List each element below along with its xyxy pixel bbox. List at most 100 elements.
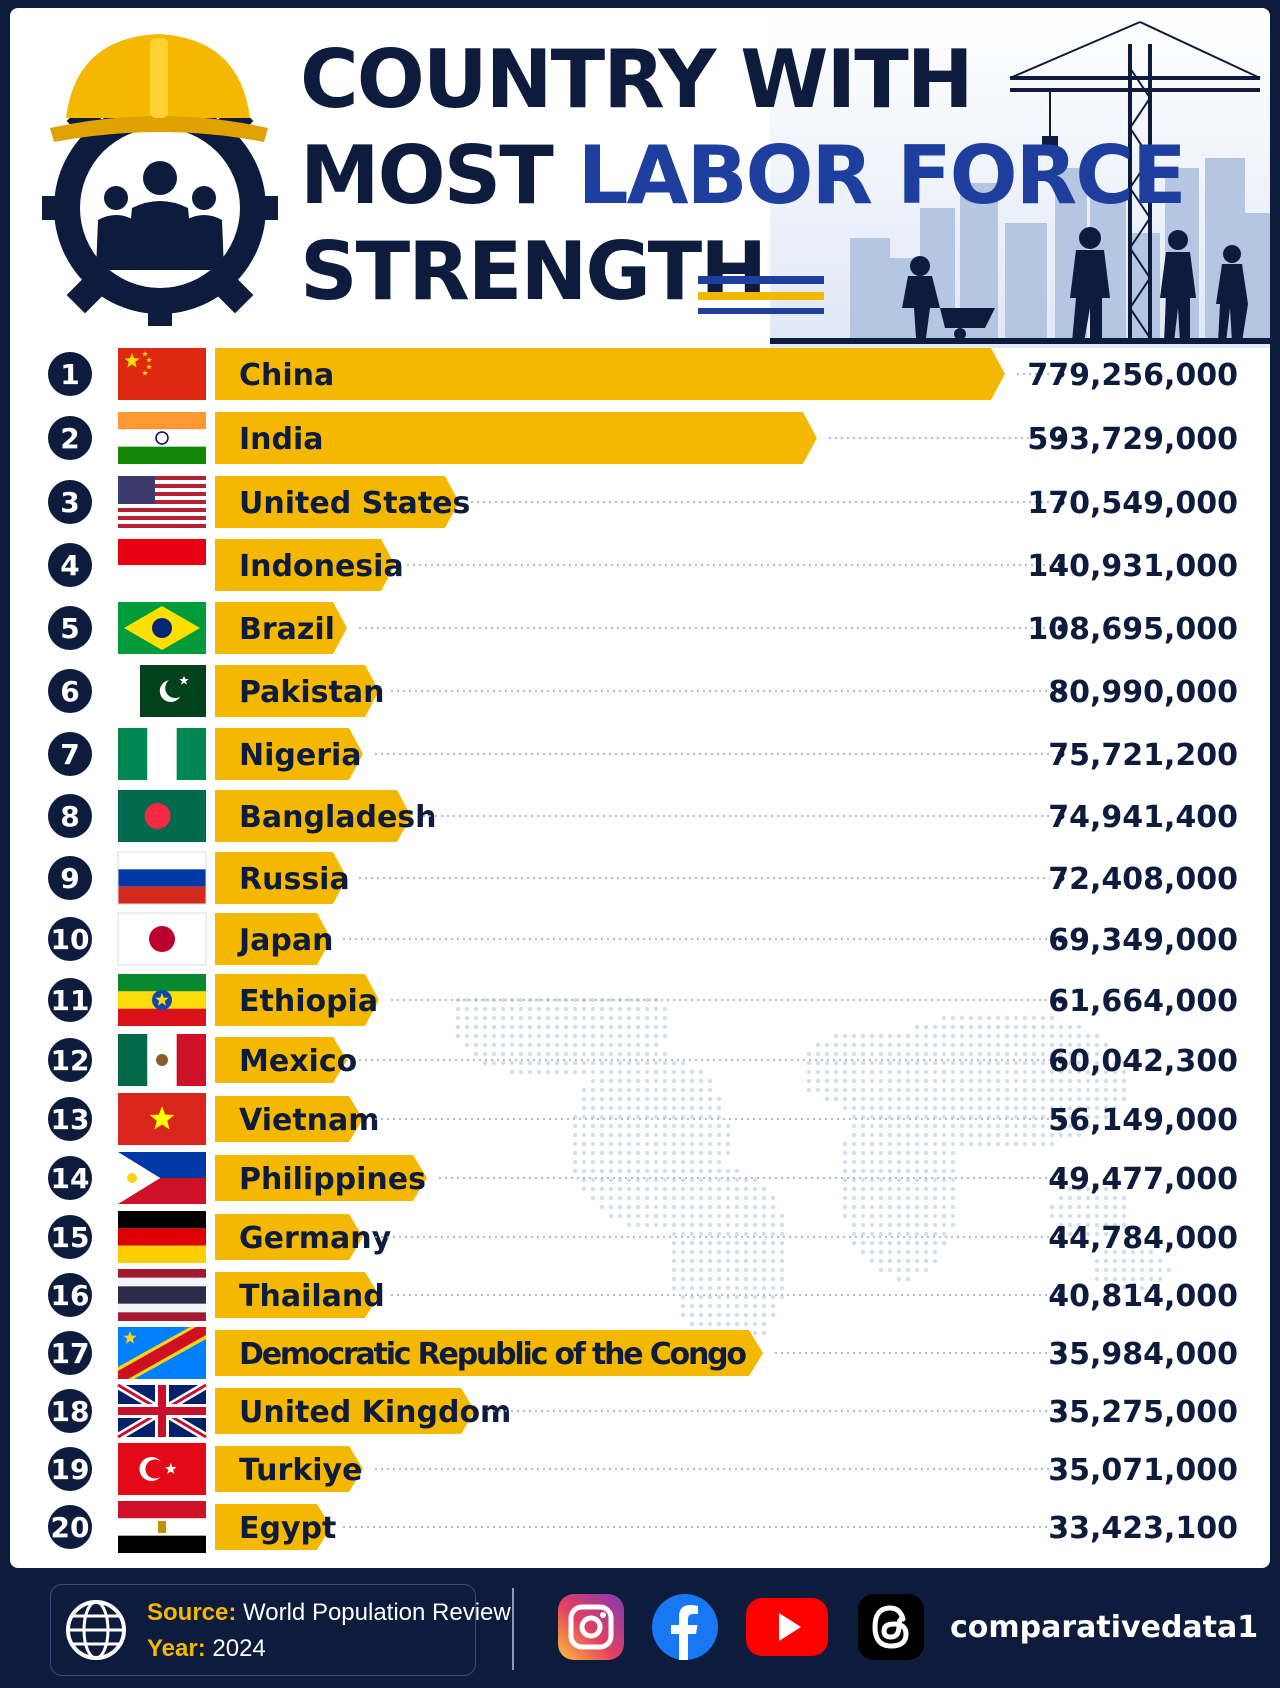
map-dot	[950, 1132, 956, 1138]
map-dot	[1049, 1051, 1055, 1057]
map-dot	[851, 1213, 857, 1219]
value-label: 35,071,000	[1048, 1453, 1238, 1488]
map-dot	[986, 1123, 992, 1129]
map-dot	[950, 1060, 956, 1066]
map-dot	[770, 1249, 776, 1255]
map-dot	[977, 1024, 983, 1030]
chart-row: 11 Ethiopia 61,664,000	[48, 974, 1238, 1026]
map-dot	[563, 1006, 569, 1012]
map-dot	[824, 1096, 830, 1102]
map-dot	[896, 1195, 902, 1201]
map-dot	[932, 1087, 938, 1093]
map-dot	[725, 1123, 731, 1129]
map-dot	[626, 1204, 632, 1210]
map-dot	[1103, 1204, 1109, 1210]
map-dot	[878, 1114, 884, 1120]
map-dot	[707, 1087, 713, 1093]
map-dot	[842, 1204, 848, 1210]
social-handle[interactable]: comparativedata1	[950, 1610, 1259, 1645]
map-dot	[698, 1285, 704, 1291]
map-dot	[1130, 1276, 1136, 1282]
map-dot	[707, 1114, 713, 1120]
map-dot	[896, 1141, 902, 1147]
map-dot	[626, 1078, 632, 1084]
flag-icon	[118, 1152, 206, 1204]
map-dot	[1031, 1024, 1037, 1030]
map-dot	[1166, 1267, 1172, 1273]
map-dot	[608, 1168, 614, 1174]
map-dot	[752, 1285, 758, 1291]
facebook-icon[interactable]	[650, 1592, 720, 1662]
map-dot	[581, 1096, 587, 1102]
youtube-icon[interactable]	[744, 1592, 830, 1662]
title-line-2: MOST LABOR FORCE	[300, 130, 1187, 222]
map-dot	[923, 1024, 929, 1030]
map-dot	[473, 1015, 479, 1021]
map-dot	[608, 997, 614, 1003]
map-dot	[941, 1105, 947, 1111]
map-dot	[914, 1159, 920, 1165]
map-dot	[599, 1060, 605, 1066]
map-dot	[1013, 1105, 1019, 1111]
rank-label: 6	[60, 675, 79, 708]
map-dot	[1004, 1087, 1010, 1093]
map-dot	[653, 1087, 659, 1093]
map-dot	[1004, 1114, 1010, 1120]
map-dot	[1004, 1024, 1010, 1030]
instagram-icon[interactable]	[556, 1592, 626, 1662]
map-dot	[455, 1033, 461, 1039]
map-dot	[500, 1033, 506, 1039]
map-dot	[968, 1105, 974, 1111]
map-dot	[599, 1078, 605, 1084]
map-dot	[860, 1096, 866, 1102]
map-dot	[581, 1177, 587, 1183]
map-dot	[1022, 1078, 1028, 1084]
map-dot	[1004, 1123, 1010, 1129]
map-dot	[581, 1015, 587, 1021]
map-dot	[1049, 1069, 1055, 1075]
map-dot	[1040, 1042, 1046, 1048]
map-dot	[500, 1060, 506, 1066]
threads-icon[interactable]	[856, 1592, 926, 1662]
map-dot	[950, 1015, 956, 1021]
map-dot	[959, 1105, 965, 1111]
map-dot	[590, 1141, 596, 1147]
map-dot	[689, 1294, 695, 1300]
map-dot	[1067, 1186, 1073, 1192]
map-dot	[986, 1105, 992, 1111]
map-dot	[689, 1267, 695, 1273]
map-dot	[680, 1087, 686, 1093]
chart-row: 5 Brazil 108,695,000	[48, 602, 1238, 654]
map-dot	[662, 1006, 668, 1012]
map-dot	[1004, 1042, 1010, 1048]
map-dot	[626, 1150, 632, 1156]
map-dot	[905, 1222, 911, 1228]
bar	[215, 1388, 475, 1434]
map-dot	[770, 1312, 776, 1318]
map-dot	[671, 1060, 677, 1066]
map-dot	[986, 1087, 992, 1093]
map-dot	[671, 1186, 677, 1192]
map-dot	[950, 1042, 956, 1048]
map-dot	[716, 1213, 722, 1219]
map-dot	[1076, 1078, 1082, 1084]
map-dot	[698, 1258, 704, 1264]
map-dot	[1112, 1069, 1118, 1075]
map-dot	[626, 1123, 632, 1129]
map-dot	[986, 1132, 992, 1138]
map-dot	[491, 1015, 497, 1021]
map-dot	[707, 1240, 713, 1246]
map-dot	[1121, 1267, 1127, 1273]
map-dot	[536, 1042, 542, 1048]
map-dot	[995, 1087, 1001, 1093]
map-dot	[734, 1303, 740, 1309]
map-dot	[716, 1231, 722, 1237]
map-dot	[1085, 1033, 1091, 1039]
map-dot	[590, 1078, 596, 1084]
map-dot	[545, 1015, 551, 1021]
map-dot	[1103, 1078, 1109, 1084]
map-dot	[716, 1249, 722, 1255]
map-dot	[689, 1195, 695, 1201]
flag-icon	[118, 1034, 206, 1086]
map-dot	[734, 1204, 740, 1210]
